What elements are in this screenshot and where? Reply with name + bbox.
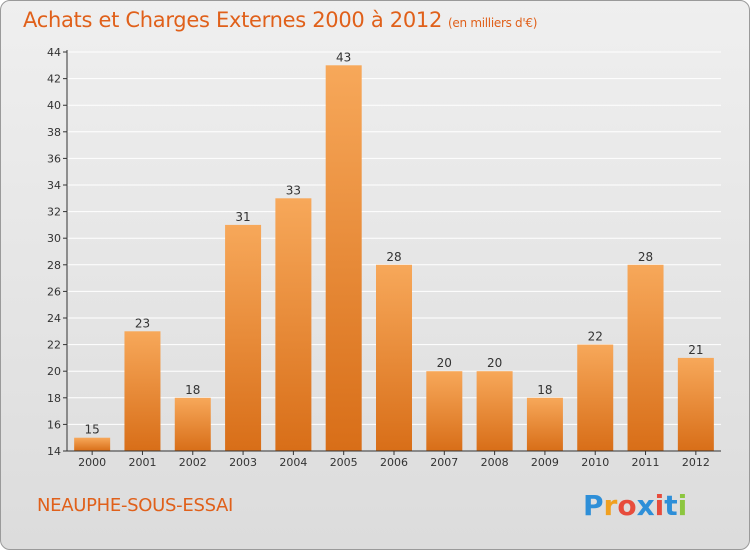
value-label-2010: 22 xyxy=(588,330,603,344)
bar-2000 xyxy=(74,437,111,451)
value-label-2007: 20 xyxy=(437,356,452,370)
y-tick-label: 40 xyxy=(47,99,61,112)
chart-unit: (en milliers d'€) xyxy=(448,16,538,30)
bar-2004 xyxy=(275,198,312,451)
bar-2009 xyxy=(526,397,563,451)
x-tick-label-2009: 2009 xyxy=(531,456,559,469)
value-label-2004: 33 xyxy=(286,183,301,197)
proxiti-logo: Proxiti xyxy=(583,489,687,522)
bar-2002 xyxy=(174,397,211,451)
x-tick-label-2008: 2008 xyxy=(481,456,509,469)
x-tick-label-2004: 2004 xyxy=(279,456,307,469)
logo-letter: i xyxy=(654,489,665,522)
y-tick-label: 34 xyxy=(47,179,61,192)
logo-letter: o xyxy=(617,489,637,522)
bar-2010 xyxy=(577,344,614,451)
x-tick-label-2010: 2010 xyxy=(581,456,609,469)
bars: 15 23 18 31 33 43 28 20 20 18 22 28 21 xyxy=(74,50,714,452)
value-label-2003: 31 xyxy=(235,210,250,224)
bar-2008 xyxy=(476,371,513,451)
bar-2005 xyxy=(325,65,362,452)
x-tick-label-2000: 2000 xyxy=(78,456,106,469)
logo-letter: i xyxy=(677,489,688,522)
value-label-2002: 18 xyxy=(185,383,200,397)
logo-letter: r xyxy=(603,489,618,522)
y-tick-label: 38 xyxy=(47,126,61,139)
value-label-2009: 18 xyxy=(537,383,552,397)
x-tick-label-2007: 2007 xyxy=(430,456,458,469)
logo-letter: x xyxy=(636,489,655,522)
chart-title-text: Achats et Charges Externes 2000 à 2012 xyxy=(23,8,443,32)
value-label-2011: 28 xyxy=(638,250,653,264)
x-tick-label-2006: 2006 xyxy=(380,456,408,469)
y-tick-label: 14 xyxy=(47,445,61,458)
value-label-2001: 23 xyxy=(135,316,150,330)
axes: 14 16 18 20 22 24 26 28 30 32 34 36 38 40 42 44 2000 2001… xyxy=(47,46,721,469)
logo-letter: P xyxy=(583,489,604,522)
value-label-2012: 21 xyxy=(688,343,703,357)
x-tick-label-2002: 2002 xyxy=(179,456,207,469)
bar-2003 xyxy=(225,224,262,451)
y-tick-label: 20 xyxy=(47,365,61,378)
logo-letter: t xyxy=(664,489,678,522)
value-label-2005: 43 xyxy=(336,50,351,64)
x-tick-label-2005: 2005 xyxy=(330,456,358,469)
bar-2011 xyxy=(627,264,664,451)
y-tick-label: 28 xyxy=(47,259,61,272)
x-tick-label-2012: 2012 xyxy=(682,456,710,469)
y-tick-label: 22 xyxy=(47,339,61,352)
value-label-2008: 20 xyxy=(487,356,502,370)
x-tick-label-2001: 2001 xyxy=(128,456,156,469)
y-tick-label: 42 xyxy=(47,73,61,86)
y-tick-label: 16 xyxy=(47,418,61,431)
value-label-2000: 15 xyxy=(85,423,100,437)
commune-name: NEAUPHE-SOUS-ESSAI xyxy=(37,495,234,516)
bar-2012 xyxy=(677,357,714,451)
value-label-2006: 28 xyxy=(386,250,401,264)
y-tick-label: 32 xyxy=(47,206,61,219)
y-tick-label: 24 xyxy=(47,312,61,325)
y-tick-label: 26 xyxy=(47,285,61,298)
bar-2001 xyxy=(124,331,161,451)
bar-2007 xyxy=(426,371,463,451)
y-tick-label: 18 xyxy=(47,392,61,405)
x-tick-label-2011: 2011 xyxy=(632,456,660,469)
y-tick-label: 44 xyxy=(47,46,61,59)
y-tick-label: 30 xyxy=(47,232,61,245)
bar-2006 xyxy=(376,264,412,451)
chart-title: Achats et Charges Externes 2000 à 2012 (e… xyxy=(23,8,537,32)
y-tick-label: 36 xyxy=(47,152,61,165)
x-tick-label-2003: 2003 xyxy=(229,456,257,469)
